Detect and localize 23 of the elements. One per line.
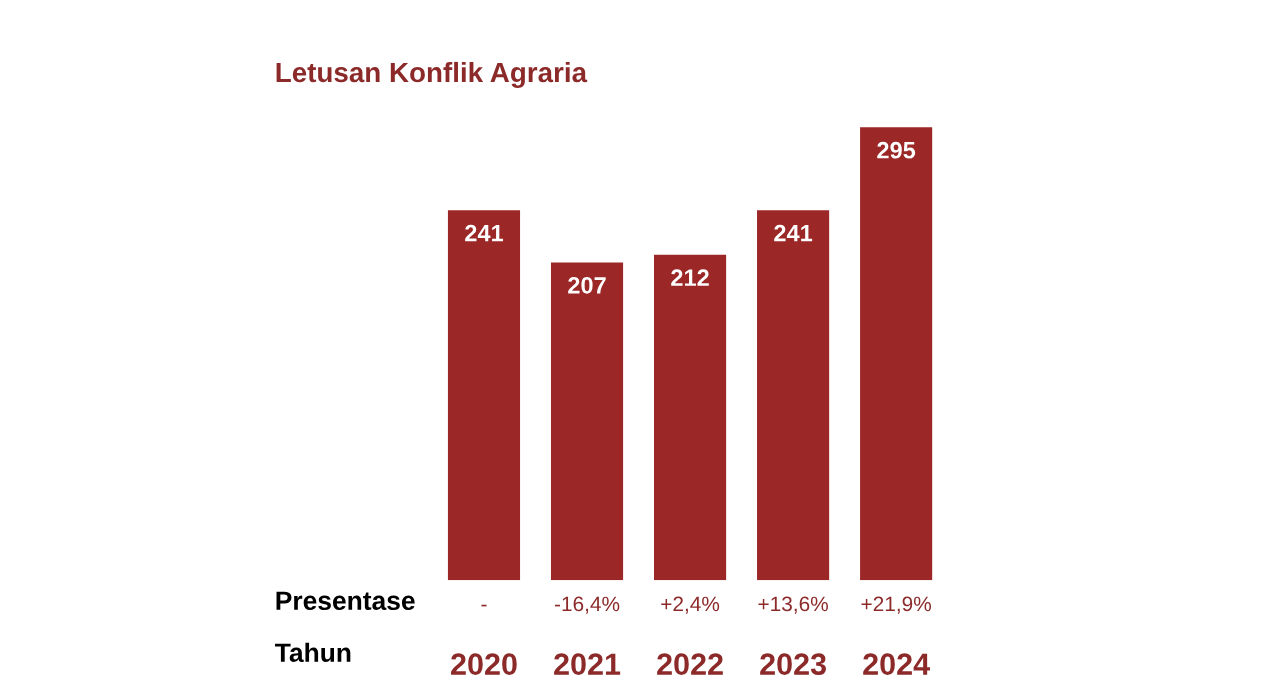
- bar: [757, 210, 830, 581]
- x-tick-label: 2020: [451, 653, 517, 675]
- bar: [860, 127, 933, 581]
- text: +2,4%: [661, 596, 720, 614]
- text: -16,4%: [554, 596, 620, 614]
- text: Tahun: [275, 642, 351, 663]
- data-label: 207: [568, 276, 606, 294]
- text: +13,6%: [758, 596, 828, 614]
- x-tick-label: 2023: [760, 653, 826, 676]
- bar: [654, 254, 727, 581]
- chart-title: Letusan Konflik Agraria: [276, 61, 588, 88]
- x-tick-label: 2021: [554, 653, 621, 675]
- x-tick-label: 2022: [657, 653, 723, 675]
- text: -: [481, 604, 487, 607]
- bar: [550, 262, 624, 581]
- bar: [447, 210, 521, 581]
- data-label: 295: [877, 141, 916, 159]
- text: +21,9%: [861, 596, 931, 614]
- text: Presentase: [276, 591, 415, 611]
- x-tick-label: 2024: [863, 653, 930, 675]
- data-label: 241: [465, 224, 504, 242]
- data-label: 241: [774, 224, 813, 242]
- data-label: 212: [671, 269, 709, 286]
